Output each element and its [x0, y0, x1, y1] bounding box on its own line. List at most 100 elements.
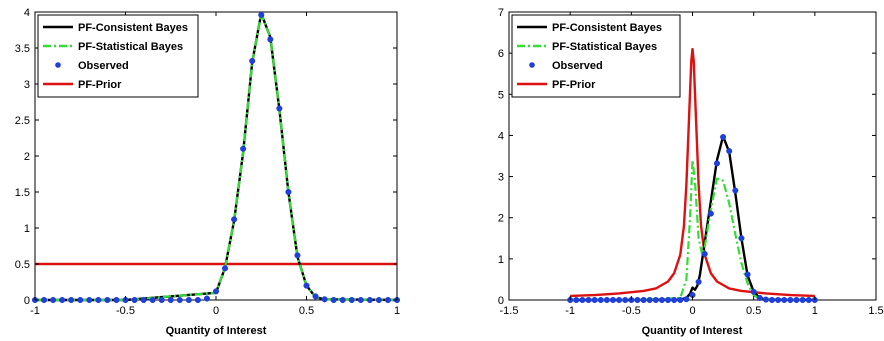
observed-point — [609, 296, 617, 304]
x-tick-label: -0.5 — [116, 305, 135, 317]
y-tick-label: 4 — [498, 130, 504, 142]
observed-point — [167, 296, 174, 304]
observed-legend-swatch — [529, 62, 535, 68]
x-tick-label: 1 — [812, 305, 818, 317]
y-tick-label: 3.5 — [15, 43, 30, 55]
observed-point — [720, 134, 727, 141]
observed-point — [585, 296, 592, 304]
observed-point — [339, 296, 346, 304]
observed-point — [276, 105, 283, 112]
y-tick-label: 2 — [24, 151, 30, 163]
observed-point — [713, 160, 721, 167]
observed-point — [86, 296, 93, 304]
observed-point — [41, 296, 48, 304]
observed-point — [59, 296, 66, 304]
observed-point — [366, 296, 373, 304]
observed-point — [701, 250, 708, 257]
observed-point — [68, 296, 75, 304]
observed-point — [775, 296, 782, 304]
x-tick-label: -1.5 — [500, 305, 519, 317]
observed-legend-label: Observed — [552, 60, 603, 72]
observed-point — [294, 252, 301, 259]
observed-point — [194, 296, 201, 304]
observed-point — [738, 235, 745, 242]
observed-point — [303, 282, 310, 289]
observed-point — [176, 296, 183, 304]
observed-point — [267, 36, 274, 43]
observed-point — [573, 296, 580, 304]
pf-statistical-bayes-legend-label: PF-Statistical Bayes — [78, 41, 183, 53]
observed-point — [50, 296, 57, 304]
observed-point — [149, 296, 156, 304]
observed-point — [750, 288, 757, 295]
observed-point — [683, 296, 690, 303]
observed-point — [640, 296, 647, 304]
observed-point — [652, 296, 659, 304]
observed-point — [726, 148, 733, 155]
observed-point — [658, 296, 665, 304]
axis-ticks: -1.5 -1 -0.5 0 0.5 1 1.5 0 1 2 3 4 5 6 7 — [498, 7, 884, 317]
observed-point — [240, 145, 247, 152]
observed-point — [732, 187, 739, 194]
observed-point — [231, 216, 238, 223]
observed-point — [95, 296, 102, 304]
observed-point — [158, 296, 165, 304]
observed-point — [646, 296, 653, 304]
observed-point — [805, 296, 812, 304]
observed-point — [258, 11, 265, 18]
y-tick-label: 0 — [24, 295, 30, 307]
observed-point — [677, 296, 684, 304]
x-axis-label: Quantity of Interest — [642, 325, 743, 337]
x-tick-label: 0.5 — [299, 305, 314, 317]
pf-consistent-bayes-legend-label: PF-Consistent Bayes — [552, 22, 662, 34]
observed-point — [330, 296, 337, 304]
y-tick-label: 1.5 — [15, 187, 30, 199]
y-tick-label: 2.5 — [15, 115, 30, 127]
observed-point — [622, 296, 629, 304]
observed-point — [104, 296, 111, 304]
observed-point — [787, 296, 794, 304]
observed-point — [603, 296, 610, 304]
observed-point — [375, 296, 382, 304]
observed-point — [203, 295, 210, 302]
observed-point — [77, 296, 84, 304]
pf-prior-legend-label: PF-Prior — [552, 79, 596, 91]
observed-point — [222, 265, 229, 272]
x-axis-label: Quantity of Interest — [166, 325, 267, 337]
legend: PF-Consistent Bayes PF-Statistical Bayes O… — [37, 14, 199, 98]
y-tick-label: 3 — [498, 172, 504, 184]
observed-point — [799, 296, 806, 304]
observed-point — [285, 188, 292, 196]
observed-point — [707, 210, 714, 217]
y-tick-label: 2 — [498, 213, 504, 225]
x-tick-label: 0 — [213, 305, 219, 317]
observed-point — [321, 296, 328, 303]
observed-point — [695, 278, 702, 285]
x-tick-label: 1.5 — [868, 305, 883, 317]
axis-ticks: -1 -0.5 0 0.5 1 0 0.5 1 1.5 2 2.5 3 3.5 4 — [15, 7, 400, 317]
observed-point — [768, 296, 776, 304]
observed-point — [131, 296, 138, 304]
observed-point — [113, 296, 120, 304]
observed-point — [671, 296, 678, 304]
y-tick-label: 1 — [24, 223, 30, 235]
observed-point — [781, 296, 788, 304]
observed-point — [762, 296, 769, 303]
x-tick-label: -1 — [565, 305, 575, 317]
pf-prior-legend-label: PF-Prior — [78, 79, 122, 91]
x-tick-label: 1 — [394, 305, 400, 317]
pf-statistical-bayes-line — [35, 12, 398, 302]
x-tick-label: -0.5 — [622, 305, 641, 317]
pf-prior-line — [570, 47, 815, 298]
y-tick-label: 6 — [498, 48, 504, 60]
pf-statistical-bayes-legend-label: PF-Statistical Bayes — [552, 41, 657, 53]
observed-point — [312, 293, 319, 300]
y-tick-label: 7 — [498, 7, 504, 19]
observed-point — [744, 271, 751, 278]
pf-consistent-bayes-line — [570, 135, 815, 302]
y-tick-label: 5 — [498, 89, 504, 101]
observed-point — [756, 294, 763, 301]
left-chart: -1 -0.5 0 0.5 1 0 0.5 1 1.5 2 2.5 3 3.5 4 Quantity of… — [15, 7, 400, 337]
observed-point — [384, 296, 392, 304]
